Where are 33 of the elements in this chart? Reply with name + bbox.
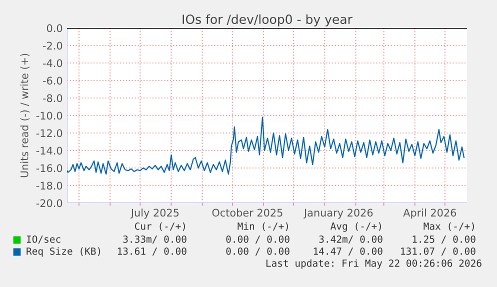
text: 3.33m/ 0.00: [123, 235, 186, 244]
text: 3.42m/ 0.00: [319, 235, 382, 244]
text: 0.00 / 0.00: [226, 247, 290, 256]
x-tick-label: January 2026: [303, 208, 373, 219]
y-tick-label: -4.0: [43, 59, 62, 68]
x-tick-label: October 2025: [212, 208, 282, 217]
y-tick-label: 0.0: [46, 24, 62, 32]
legend-label: Req Size (KB): [26, 247, 100, 257]
text: 131.07 / 0.00: [401, 247, 476, 256]
y-axis-title: Units read (-) / write (+): [20, 54, 30, 178]
text: Avg (-/+): [330, 222, 381, 232]
text: Min (-/+): [238, 222, 288, 231]
line-series: [67, 116, 465, 175]
text: 14.47 / 0.00: [314, 247, 382, 256]
y-tick-label: -6.0: [43, 76, 62, 85]
y-tick-label: -20.0: [36, 199, 62, 208]
text: 1.25 / 0.00: [412, 235, 476, 244]
text: Cur (-/+): [134, 222, 185, 231]
y-tick-label: -2.0: [43, 42, 62, 50]
legend-label: IO/sec: [26, 235, 60, 244]
text: 13.61 / 0.00: [118, 247, 186, 256]
y-tick-label: -10.0: [36, 112, 62, 120]
chart-title: IOs for /dev/loop0 - by year: [182, 14, 352, 26]
x-tick-label: July 2025: [130, 208, 179, 219]
text: 0.00 / 0.00: [226, 235, 290, 244]
y-tick-label: -12.0: [36, 129, 62, 138]
y-tick-label: -14.0: [36, 146, 62, 155]
x-tick-label: April 2026: [403, 208, 456, 219]
y-tick-label: -8.0: [43, 94, 62, 102]
y-tick-label: -18.0: [36, 182, 62, 190]
y-tick-label: -16.0: [36, 164, 62, 172]
text: Last update: Fri May 22 00:26:06 2026: [266, 259, 482, 269]
text: Max (-/+): [424, 222, 474, 231]
